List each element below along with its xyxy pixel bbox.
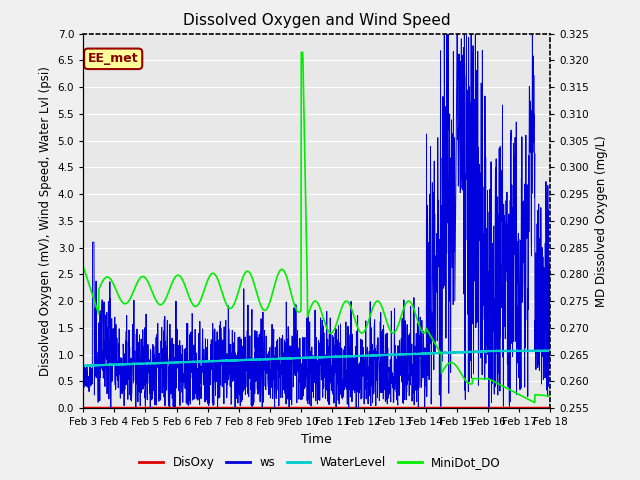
Text: EE_met: EE_met [88, 52, 138, 65]
Title: Dissolved Oxygen and Wind Speed: Dissolved Oxygen and Wind Speed [183, 13, 451, 28]
Legend: DisOxy, ws, WaterLevel, MiniDot_DO: DisOxy, ws, WaterLevel, MiniDot_DO [134, 452, 506, 474]
Y-axis label: MD Dissolved Oxygen (mg/L): MD Dissolved Oxygen (mg/L) [595, 135, 608, 307]
Y-axis label: Dissolved Oxygen (mV), Wind Speed, Water Lvl (psi): Dissolved Oxygen (mV), Wind Speed, Water… [39, 66, 52, 376]
X-axis label: Time: Time [301, 432, 332, 445]
